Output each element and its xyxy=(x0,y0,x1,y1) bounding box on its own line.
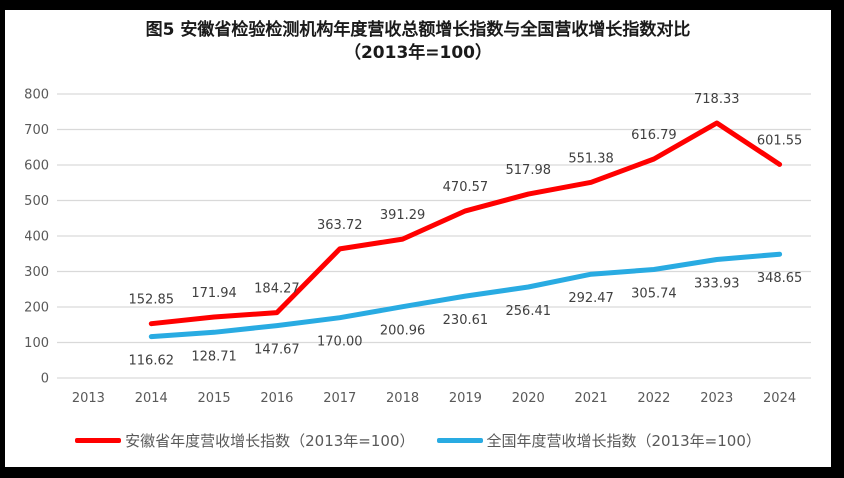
data-label: 517.98 xyxy=(506,163,552,178)
y-tick-label: 300 xyxy=(25,265,49,280)
series-line-0 xyxy=(148,120,783,327)
data-label: 333.93 xyxy=(694,277,740,292)
data-label: 551.38 xyxy=(568,151,614,166)
series-line-1 xyxy=(148,251,783,340)
chart-title-line2: （2013年=100） xyxy=(343,43,493,63)
y-tick-label: 400 xyxy=(25,230,49,245)
data-label: 184.27 xyxy=(254,282,300,297)
data-label: 305.74 xyxy=(631,287,677,302)
x-tick-label: 2021 xyxy=(575,391,608,404)
x-tick-label: 2023 xyxy=(700,391,733,404)
x-tick-label: 2016 xyxy=(260,391,293,404)
chart-legend: 安徽省年度营收增长指数（2013年=100） 全国年度营收增长指数（2013年=… xyxy=(5,430,831,451)
y-tick-label: 500 xyxy=(25,194,49,209)
y-tick-label: 0 xyxy=(41,372,49,387)
data-label: 230.61 xyxy=(443,313,489,328)
y-tick-label: 100 xyxy=(25,336,49,351)
legend-label-national: 全国年度营收增长指数（2013年=100） xyxy=(486,432,761,450)
data-label: 152.85 xyxy=(129,293,175,308)
data-label: 200.96 xyxy=(380,324,426,339)
x-tick-label: 2022 xyxy=(637,391,670,404)
x-tick-label: 2017 xyxy=(323,391,356,404)
legend-swatch-anhui xyxy=(75,438,122,443)
data-label: 116.62 xyxy=(129,354,175,369)
legend-swatch-national xyxy=(436,438,483,443)
data-label: 256.41 xyxy=(506,304,552,319)
x-tick-label: 2013 xyxy=(72,391,105,404)
data-label: 616.79 xyxy=(631,128,677,143)
legend-item-anhui: 安徽省年度营收增长指数（2013年=100） xyxy=(75,430,415,451)
x-tick-label: 2020 xyxy=(512,391,545,404)
x-tick-label: 2015 xyxy=(198,391,231,404)
chart-title: 图5 安徽省检验检测机构年度营收总额增长指数与全国营收增长指数对比 （2013年… xyxy=(5,19,831,65)
x-tick-label: 2014 xyxy=(135,391,168,404)
data-label: 601.55 xyxy=(757,133,803,148)
legend-item-national: 全国年度营收增长指数（2013年=100） xyxy=(436,430,761,451)
x-tick-label: 2024 xyxy=(763,391,796,404)
y-tick-label: 200 xyxy=(25,301,49,316)
data-label: 363.72 xyxy=(317,218,363,233)
data-label: 718.33 xyxy=(694,92,740,107)
y-tick-label: 700 xyxy=(25,123,49,138)
x-tick-label: 2018 xyxy=(386,391,419,404)
legend-label-anhui: 安徽省年度营收增长指数（2013年=100） xyxy=(125,432,415,450)
data-label: 348.65 xyxy=(757,271,803,286)
x-tick-label: 2019 xyxy=(449,391,482,404)
chart-title-line1: 图5 安徽省检验检测机构年度营收总额增长指数与全国营收增长指数对比 xyxy=(145,20,691,40)
data-label: 292.47 xyxy=(568,291,614,306)
data-label: 171.94 xyxy=(191,286,237,301)
chart-canvas: 图5 安徽省检验检测机构年度营收总额增长指数与全国营收增长指数对比 （2013年… xyxy=(5,10,831,467)
data-label: 170.00 xyxy=(317,335,363,350)
data-label: 470.57 xyxy=(443,180,489,195)
y-tick-label: 600 xyxy=(25,159,49,174)
data-label: 147.67 xyxy=(254,343,300,358)
data-label: 391.29 xyxy=(380,208,426,223)
y-tick-label: 800 xyxy=(25,88,49,103)
line-chart-svg: 0 100 200 300 400 500 600 700 800 2013 2014 2015 201… xyxy=(25,88,811,404)
data-label: 128.71 xyxy=(191,349,237,364)
